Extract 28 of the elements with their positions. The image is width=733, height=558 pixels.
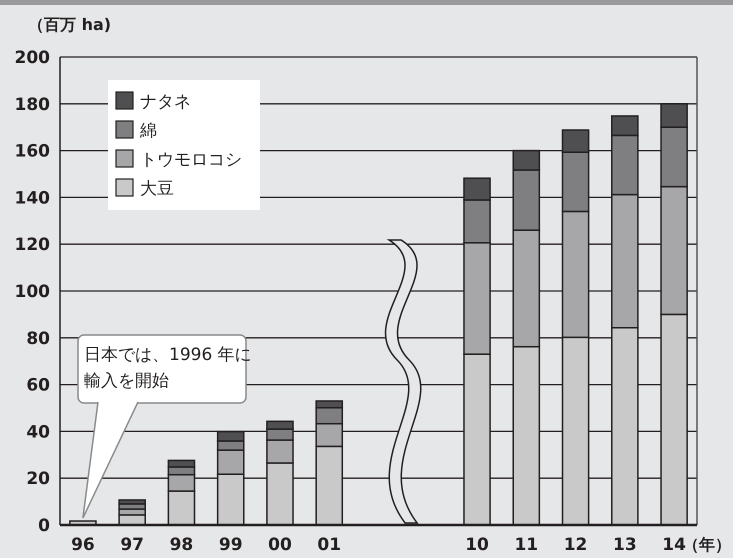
x-tick-label: 13 <box>612 535 637 555</box>
x-tick-label: 98 <box>170 535 194 555</box>
y-tick-label: 40 <box>26 422 50 442</box>
x-tick-label: 11 <box>514 535 538 555</box>
x-tick-label: 99 <box>218 535 243 555</box>
y-tick-label: 160 <box>14 142 50 162</box>
legend-label: トウモロコシ <box>140 150 242 170</box>
x-tick-label: 96 <box>71 535 95 555</box>
x-tick-label: 12 <box>564 535 588 555</box>
y-tick-label: 60 <box>26 376 50 396</box>
annotation: 日本では、1996 年に輸入を開始 <box>84 345 252 391</box>
y-tick-label: 200 <box>14 48 50 68</box>
legend-label: 大豆 <box>140 178 174 199</box>
y-tick-label: 0 <box>38 516 50 536</box>
x-tick-label: 01 <box>317 535 342 555</box>
legend-label: ナタネ <box>140 92 191 112</box>
y-tick-label: 140 <box>14 188 50 208</box>
y-tick-label: 120 <box>14 235 50 256</box>
legend-label: 綿 <box>139 120 157 141</box>
y-tick-label: 180 <box>14 94 50 115</box>
x-tick-label: 97 <box>120 535 144 555</box>
x-tick-label: 14 <box>662 535 686 555</box>
x-tick-label: 10 <box>465 535 490 555</box>
x-tick-label: 00 <box>268 535 292 555</box>
y-axis-title: （百万 ha) <box>28 15 112 34</box>
y-tick-label: 80 <box>26 328 50 349</box>
y-tick-label: 20 <box>26 469 50 490</box>
y-tick-label: 100 <box>14 282 50 302</box>
